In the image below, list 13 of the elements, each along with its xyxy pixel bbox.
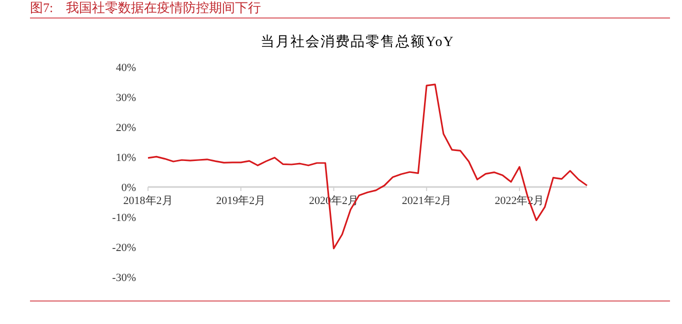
y-tick-label: -10% [112,212,136,224]
y-tick-label: -30% [112,272,136,284]
x-tick-label: 2019年2月 [216,195,266,207]
x-tick-label: 2018年2月 [123,195,173,207]
chart-title: 当月社会消费品零售总额YoY [260,34,454,50]
y-tick-label: 10% [116,152,136,164]
caption: 图7: 我国社零数据在疫情防控期间下行 [30,0,262,15]
y-tick-label: 40% [116,62,136,74]
y-tick-label: -20% [112,242,136,254]
y-tick-label: 30% [116,92,136,104]
y-tick-label: 0% [121,182,136,194]
x-tick-label: 2021年2月 [402,195,452,207]
y-tick-label: 20% [116,122,136,134]
